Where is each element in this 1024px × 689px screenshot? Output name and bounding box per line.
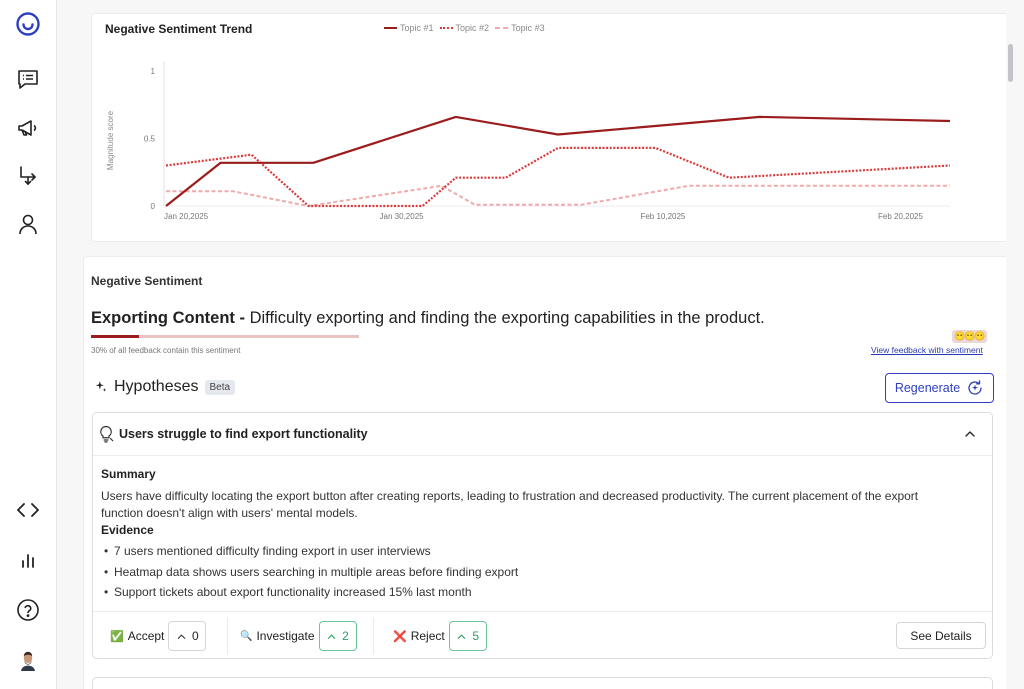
regenerate-icon — [968, 380, 982, 395]
check-icon: ✅ — [110, 630, 124, 643]
accept-vote: ✅ Accept 0 — [110, 621, 207, 651]
evidence-item: 7 users mentioned difficulty finding exp… — [101, 541, 518, 562]
legend-swatch — [495, 27, 509, 29]
trend-chart: 0 0.5 1 Magnitude score Jan 20,2025 Jan 30,20… — [106, 61, 951, 221]
lightbulb-icon — [100, 425, 114, 443]
logo-icon[interactable] — [14, 10, 42, 38]
hypothesis-card-next[interactable] — [92, 677, 993, 689]
scrollbar[interactable] — [1006, 0, 1015, 689]
emoji-badge: 😶😶😶 — [952, 330, 987, 343]
legend-item[interactable]: Topic #1 — [384, 23, 434, 33]
y-axis-label: Magnitude score — [106, 110, 115, 170]
regenerate-label: Regenerate — [894, 381, 961, 395]
legend-label: Topic #3 — [511, 23, 545, 33]
chart-title: Negative Sentiment Trend — [105, 22, 253, 36]
accept-upvote-button[interactable]: 0 — [168, 621, 207, 651]
main-content: Negative Sentiment Trend Topic #1 Topic … — [57, 0, 1015, 689]
sidebar — [0, 0, 57, 689]
evidence-list: 7 users mentioned difficulty finding exp… — [101, 541, 518, 603]
view-feedback-link[interactable]: View feedback with sentiment — [871, 345, 983, 355]
hypotheses-header: Hypotheses Beta — [94, 378, 236, 396]
percent-text: 30% of all feedback contain this sentime… — [91, 346, 241, 355]
chart-legend: Topic #1 Topic #2 Topic #3 — [384, 23, 545, 33]
chat-icon[interactable] — [14, 65, 42, 93]
code-icon[interactable] — [14, 496, 42, 524]
investigate-label[interactable]: Investigate — [256, 629, 315, 643]
legend-swatch — [384, 27, 397, 29]
beta-badge: Beta — [204, 379, 236, 395]
chart-icon[interactable] — [14, 546, 42, 574]
series-line — [165, 115, 951, 207]
divider — [373, 618, 374, 654]
investigate-upvote-button[interactable]: 2 — [318, 621, 357, 651]
chevron-up-icon — [458, 634, 466, 639]
investigate-vote: 🔍 Investigate 2 — [240, 621, 357, 651]
legend-item[interactable]: Topic #2 — [439, 23, 490, 33]
y-tick-label: 0 — [151, 202, 156, 211]
help-icon[interactable] — [14, 596, 42, 624]
hypotheses-title: Hypotheses — [114, 378, 199, 395]
topic-description: Difficulty exporting and finding the exp… — [249, 309, 765, 327]
legend-label: Topic #1 — [400, 23, 434, 33]
x-tick-label: Jan 20,2025 — [164, 212, 209, 221]
divider — [227, 618, 228, 654]
reject-count: 5 — [472, 629, 480, 643]
hypothesis-title: Users struggle to find export functional… — [119, 427, 368, 441]
x-tick-label: Feb 10,2025 — [640, 212, 685, 221]
sentiment-progress-fill — [91, 335, 140, 338]
series-line — [165, 146, 951, 208]
see-details-button[interactable]: See Details — [896, 622, 986, 649]
user-icon[interactable] — [14, 210, 42, 238]
evidence-item: Heatmap data shows users searching in mu… — [101, 562, 518, 583]
reject-upvote-button[interactable]: 5 — [448, 621, 487, 651]
investigate-count: 2 — [342, 629, 349, 643]
sparkle-icon — [95, 381, 107, 392]
legend-swatch — [439, 27, 453, 29]
summary-text: Users have difficulty locating the expor… — [101, 489, 919, 520]
hypothesis-header[interactable]: Users struggle to find export functional… — [93, 413, 992, 456]
y-tick-label: 0.5 — [144, 135, 156, 144]
legend-item[interactable]: Topic #3 — [495, 23, 545, 33]
cross-icon: ❌ — [393, 630, 407, 643]
hypothesis-card: Users struggle to find export functional… — [92, 412, 993, 659]
summary-label: Summary — [101, 467, 156, 481]
x-tick-label: Feb 20,2025 — [878, 212, 923, 221]
x-tick-label: Jan 30,2025 — [380, 212, 425, 221]
scrollbar-thumb[interactable] — [1008, 44, 1013, 82]
sentiment-trend-card: Negative Sentiment Trend Topic #1 Topic … — [91, 13, 1013, 242]
y-tick-label: 1 — [151, 67, 156, 76]
megaphone-icon[interactable] — [14, 114, 42, 142]
legend-label: Topic #2 — [455, 23, 490, 33]
reject-label[interactable]: Reject — [410, 629, 445, 643]
routing-icon[interactable] — [14, 162, 42, 190]
sentiment-progress — [91, 335, 359, 338]
accept-label[interactable]: Accept — [127, 629, 165, 643]
chevron-up-icon — [177, 634, 186, 639]
series-line — [166, 184, 950, 207]
reject-vote: ❌ Reject 5 — [393, 621, 487, 651]
negative-sentiment-card: Negative Sentiment Exporting Content - D… — [83, 256, 1013, 689]
regenerate-button[interactable]: Regenerate — [885, 373, 994, 403]
magnifier-icon: 🔍 — [240, 630, 253, 642]
evidence-label: Evidence — [101, 523, 154, 537]
accept-count: 0 — [192, 629, 199, 643]
chevron-up-icon[interactable] — [962, 426, 978, 442]
section-label: Negative Sentiment — [91, 274, 203, 288]
evidence-item: Support tickets about export functionali… — [101, 582, 518, 603]
topic-heading: Exporting Content - Difficulty exporting… — [91, 309, 765, 328]
chevron-up-icon — [327, 634, 336, 639]
hypothesis-actions: ✅ Accept 0 🔍 Investigate 2 — [93, 611, 992, 659]
avatar[interactable] — [14, 646, 42, 674]
topic-name: Exporting Content - — [91, 309, 250, 327]
